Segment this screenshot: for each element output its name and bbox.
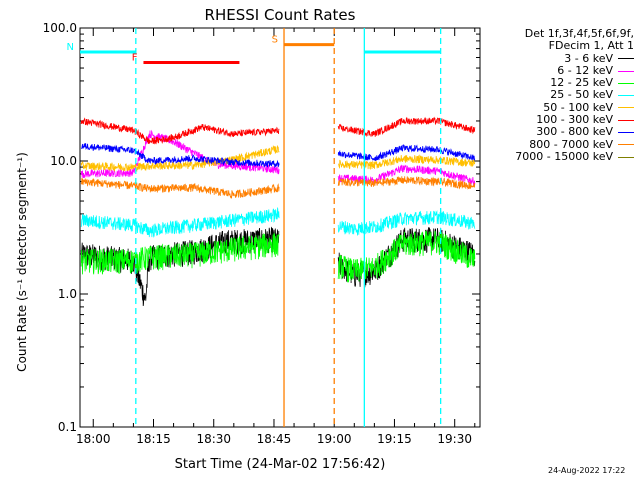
legend-swatch	[618, 119, 634, 121]
legend-swatch	[618, 156, 634, 158]
series-line	[80, 143, 280, 169]
chart-title: RHESSI Count Rates	[205, 6, 356, 24]
series-line	[337, 164, 476, 187]
legend-item: 7000 - 15000 keV	[486, 149, 634, 163]
annotation-label: N	[67, 42, 74, 53]
x-tick-label: 18:45	[257, 432, 292, 446]
series-line	[337, 116, 476, 137]
legend-item: 6 - 12 keV	[486, 63, 634, 77]
y-tick-label: 100.0	[43, 21, 77, 35]
series-line	[338, 154, 476, 170]
legend-item-label: 12 - 25 keV	[550, 76, 613, 90]
legend-item: 100 - 300 keV	[486, 113, 634, 127]
y-tick-label: 1.0	[58, 287, 77, 301]
legend-item-label: 100 - 300 keV	[536, 113, 613, 127]
series-line	[337, 210, 476, 236]
footer-timestamp: 24-Aug-2022 17:22	[548, 466, 626, 475]
legend-item-label: 300 - 800 keV	[536, 125, 613, 139]
legend-item-label: 6 - 12 keV	[557, 63, 613, 77]
legend-rows: 3 - 6 keV 6 - 12 keV 12 - 25 keV 25 - 50 ke…	[486, 51, 634, 164]
x-tick-label: 18:30	[196, 432, 231, 446]
y-axis-label: Count Rate (s⁻¹ detector segment⁻¹)	[15, 152, 29, 372]
series-line	[337, 144, 476, 162]
legend-swatch	[618, 144, 634, 146]
series-line	[337, 176, 476, 190]
x-tick-label: 19:30	[437, 432, 472, 446]
legend-swatch	[618, 70, 634, 72]
series-line	[337, 230, 476, 283]
legend-item: 50 - 100 keV	[486, 100, 634, 114]
x-tick-label: 19:00	[317, 432, 352, 446]
series-line	[80, 117, 280, 145]
legend-item-label: 50 - 100 keV	[543, 100, 613, 114]
plot-frame	[79, 27, 481, 428]
annotation-label: F	[132, 53, 138, 64]
plot-area: 0.1 1.0 10.0 100.0 18:00 18:15 18:30 18:45 19:00…	[43, 21, 481, 446]
legend-item-label: 7000 - 15000 keV	[515, 149, 613, 163]
y-tick-label: 10.0	[50, 154, 77, 168]
legend-header-line-1: Det 1f,3f,4f,5f,6f,9f,	[524, 27, 634, 40]
legend-item-label: 800 - 7000 keV	[529, 137, 613, 151]
legend-item-label: 3 - 6 keV	[564, 51, 613, 65]
x-tick-label: 18:15	[136, 432, 171, 446]
legend-item: 800 - 7000 keV	[486, 137, 634, 151]
y-tick-label: 0.1	[58, 420, 77, 434]
series-line	[80, 177, 280, 199]
x-tick-label: 19:15	[377, 432, 412, 446]
x-axis-label: Start Time (24-Mar-02 17:56:42)	[175, 457, 386, 472]
series-line	[80, 232, 280, 275]
legend-item-label: 25 - 50 keV	[550, 88, 613, 102]
legend-item: 3 - 6 keV	[486, 51, 634, 65]
legend-swatch	[618, 107, 634, 109]
legend-header-line-2: FDecim 1, Att 1	[548, 39, 634, 53]
legend-swatch	[618, 95, 634, 97]
legend-swatch	[618, 82, 634, 84]
legend-item: 25 - 50 keV	[486, 89, 634, 101]
legend-swatch	[618, 58, 634, 60]
series-line	[80, 206, 280, 238]
x-tick-label: 18:00	[76, 432, 111, 446]
legend-item: 12 - 25 keV	[486, 76, 634, 90]
legend: Det 1f,3f,4f,5f,6f,9f, FDecim 1, Att 1 3…	[486, 27, 634, 164]
legend-swatch	[618, 132, 634, 134]
legend-item: 300 - 800 keV	[486, 126, 634, 138]
annotation-label: S	[272, 35, 278, 46]
